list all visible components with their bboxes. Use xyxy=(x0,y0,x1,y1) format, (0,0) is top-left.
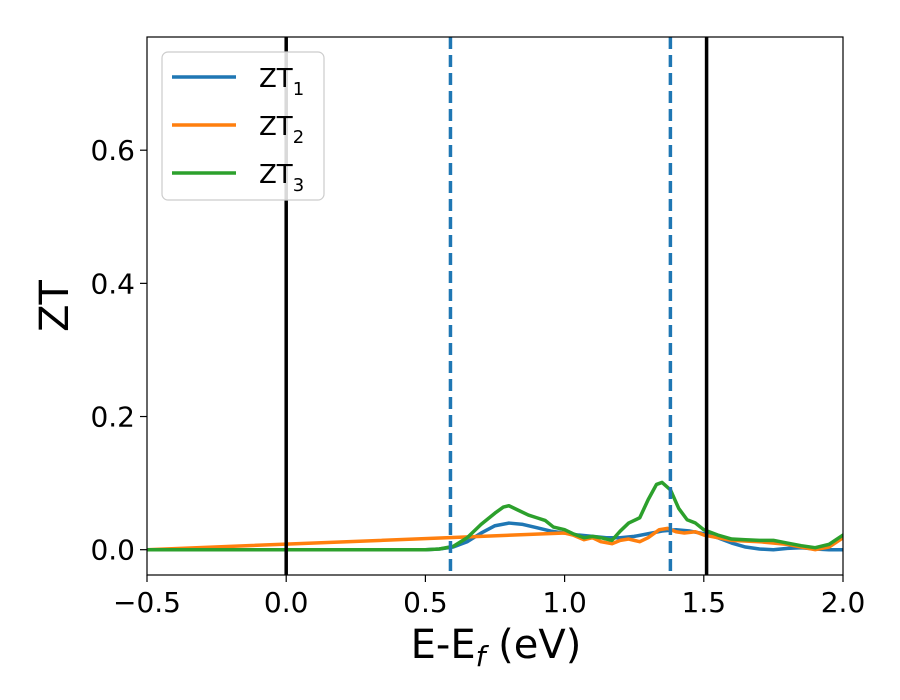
series-line-zt3 xyxy=(147,480,843,552)
legend: ZT1 ZT2 ZT3 xyxy=(161,51,325,201)
axes-frame xyxy=(146,36,844,576)
x-tick-label: 1.5 xyxy=(682,586,727,619)
x-tick-label: −0.5 xyxy=(113,586,181,619)
x-axis-label-main: E-E xyxy=(411,622,476,668)
x-tick-label: 2.0 xyxy=(821,586,866,619)
x-tick-label: 1.0 xyxy=(542,586,587,619)
y-tick-label: 0.6 xyxy=(90,134,135,167)
y-axis-label: ZT xyxy=(32,280,78,332)
series-line-zt1 xyxy=(147,521,843,552)
legend-label-zt3: ZT3 xyxy=(259,160,304,196)
axis-ticks: −0.5 0.0 0.5 1.0 1.5 2.0 0.0 0.2 0.4 0.6 xyxy=(90,134,865,619)
y-tick-label: 0.0 xyxy=(90,534,135,567)
x-axis-label-unit: (eV) xyxy=(485,622,581,668)
x-axis-label: E-Ef (eV) xyxy=(411,622,582,673)
x-tick-label: 0.5 xyxy=(403,586,448,619)
legend-label-zt2: ZT2 xyxy=(259,112,304,148)
y-tick-label: 0.2 xyxy=(90,401,135,434)
y-tick-label: 0.4 xyxy=(90,267,135,300)
legend-box xyxy=(161,51,325,201)
x-tick-label: 0.0 xyxy=(264,586,309,619)
legend-label-zt1: ZT1 xyxy=(259,64,304,100)
